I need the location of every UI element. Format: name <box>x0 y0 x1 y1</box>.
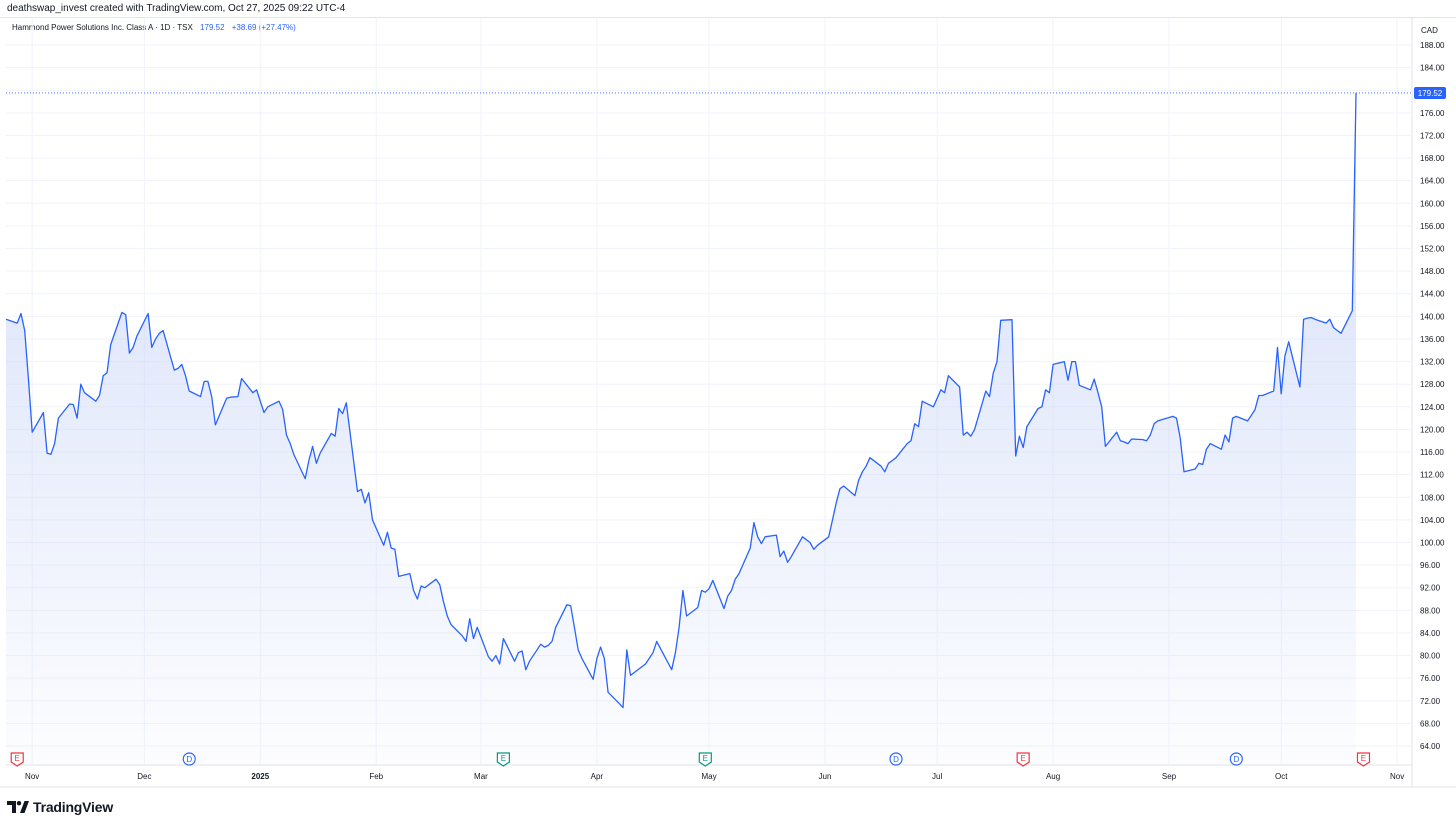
x-tick-label: Jul <box>932 772 942 781</box>
y-tick-label: 84.00 <box>1420 629 1441 638</box>
top-bar: deathswap_invest created with TradingVie… <box>0 0 1456 18</box>
y-tick-label: 188.00 <box>1420 41 1445 50</box>
y-tick-label: 168.00 <box>1420 154 1445 163</box>
y-tick-label: 108.00 <box>1420 493 1445 502</box>
y-tick-label: 144.00 <box>1420 290 1445 299</box>
y-tick-label: 140.00 <box>1420 312 1445 321</box>
tradingview-logo[interactable]: TradingView <box>7 798 113 816</box>
earnings-marker-label: E <box>15 754 20 763</box>
dividend-marker[interactable] <box>182 752 196 766</box>
snapshot-credit: deathswap_invest created with TradingVie… <box>7 3 346 14</box>
y-tick-label: 88.00 <box>1420 606 1441 615</box>
x-tick-label: Aug <box>1046 772 1060 781</box>
y-tick-label: 72.00 <box>1420 697 1441 706</box>
dividend-marker-label: D <box>893 755 899 764</box>
x-tick-label: 2025 <box>251 772 269 781</box>
earnings-marker-label: E <box>501 754 506 763</box>
y-tick-label: 96.00 <box>1420 561 1441 570</box>
symbol-title[interactable]: Hammond Power Solutions Inc. Class A · 1… <box>12 23 193 32</box>
currency-label[interactable]: CAD <box>1421 26 1438 35</box>
price-chart[interactable]: 188.00184.00180.00176.00172.00168.00164.… <box>0 0 1456 795</box>
x-tick-label: Nov <box>1390 772 1404 781</box>
y-tick-label: 160.00 <box>1420 199 1445 208</box>
last-price-label: 179.52 <box>1418 89 1443 98</box>
earnings-marker[interactable] <box>496 752 510 767</box>
y-tick-label: 156.00 <box>1420 222 1445 231</box>
y-tick-label: 120.00 <box>1420 425 1445 434</box>
earnings-marker-label: E <box>1021 754 1026 763</box>
y-tick-label: 184.00 <box>1420 64 1445 73</box>
y-tick-label: 68.00 <box>1420 719 1441 728</box>
dividend-marker[interactable] <box>889 752 903 766</box>
earnings-marker[interactable] <box>1016 752 1030 767</box>
earnings-marker[interactable] <box>1356 752 1371 767</box>
y-tick-label: 116.00 <box>1420 448 1444 457</box>
legend-last-price: 179.52 <box>200 23 225 32</box>
y-tick-label: 172.00 <box>1420 131 1445 140</box>
x-tick-label: Sep <box>1162 772 1177 781</box>
x-tick-label: Nov <box>25 772 39 781</box>
y-tick-label: 148.00 <box>1420 267 1445 276</box>
x-tick-label: Dec <box>137 772 151 781</box>
y-tick-label: 124.00 <box>1420 403 1445 412</box>
tradingview-logo-icon <box>7 801 29 813</box>
x-tick-label: Oct <box>1275 772 1288 781</box>
dividend-marker-label: D <box>1233 755 1239 764</box>
y-tick-label: 112.00 <box>1420 471 1444 480</box>
earnings-marker[interactable] <box>10 752 24 767</box>
earnings-marker-label: E <box>1361 754 1366 763</box>
dividend-marker-label: D <box>186 755 192 764</box>
tradingview-wordmark: TradingView <box>33 799 114 815</box>
y-tick-label: 100.00 <box>1420 538 1445 547</box>
x-tick-label: Jun <box>819 772 832 781</box>
x-tick-label: Apr <box>591 772 604 781</box>
y-tick-label: 176.00 <box>1420 109 1445 118</box>
y-tick-label: 104.00 <box>1420 516 1445 525</box>
y-tick-label: 80.00 <box>1420 652 1441 661</box>
x-tick-label: May <box>701 772 716 781</box>
price-area-fill <box>6 92 1356 765</box>
last-price-badge[interactable] <box>1414 86 1446 99</box>
y-tick-label: 76.00 <box>1420 674 1441 683</box>
legend-change: +38.69 (+27.47%) <box>231 23 296 32</box>
x-tick-label: Mar <box>474 772 488 781</box>
y-tick-label: 64.00 <box>1420 742 1441 751</box>
y-tick-label: 128.00 <box>1420 380 1445 389</box>
y-tick-label: 152.00 <box>1420 245 1445 254</box>
earnings-marker[interactable] <box>698 752 712 767</box>
y-tick-label: 92.00 <box>1420 584 1441 593</box>
dividend-marker[interactable] <box>1229 752 1243 766</box>
earnings-marker-label: E <box>703 754 708 763</box>
symbol-legend: Hammond Power Solutions Inc. Class A · 1… <box>12 23 296 32</box>
price-line[interactable] <box>5 92 1357 709</box>
y-tick-label: 164.00 <box>1420 177 1445 186</box>
y-tick-label: 132.00 <box>1420 358 1445 367</box>
y-tick-label: 136.00 <box>1420 335 1445 344</box>
x-tick-label: Feb <box>369 772 383 781</box>
